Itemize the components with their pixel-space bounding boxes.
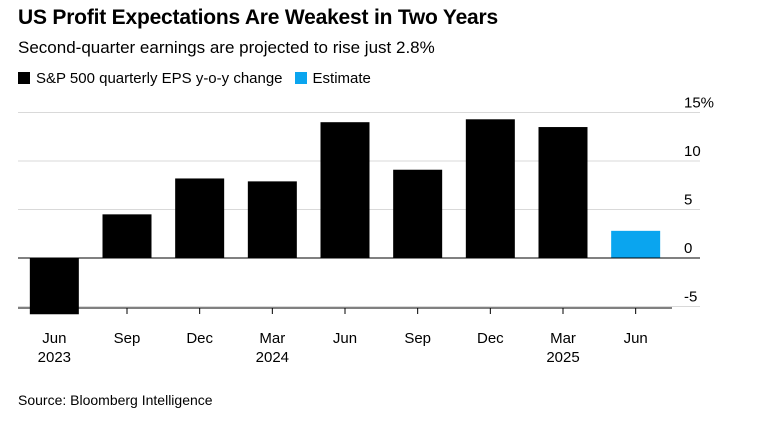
estimate-bar bbox=[611, 230, 661, 258]
y-tick-label: -5 bbox=[684, 289, 697, 306]
x-tick-label: Mar bbox=[259, 330, 285, 347]
bar bbox=[29, 258, 79, 315]
chart-subtitle: Second-quarter earnings are projected to… bbox=[18, 38, 435, 57]
chart-title: US Profit Expectations Are Weakest in Tw… bbox=[18, 6, 498, 29]
legend-item-estimate: Estimate bbox=[294, 69, 371, 87]
x-tick-label: Mar bbox=[550, 330, 576, 347]
x-year-label: 2023 bbox=[38, 349, 71, 366]
bar bbox=[175, 178, 225, 258]
legend-label-eps: S&P 500 quarterly EPS y-o-y change bbox=[36, 69, 283, 87]
bar bbox=[538, 127, 588, 258]
x-tick-label: Jun bbox=[42, 330, 66, 347]
x-tick-label: Sep bbox=[114, 330, 141, 347]
y-tick-label: 5 bbox=[684, 192, 692, 209]
legend-item-eps: S&P 500 quarterly EPS y-o-y change bbox=[18, 70, 283, 87]
bar bbox=[102, 214, 152, 258]
legend: S&P 500 quarterly EPS y-o-y change Estim… bbox=[18, 68, 383, 88]
y-tick-label: 0 bbox=[684, 240, 692, 257]
x-tick-label: Sep bbox=[404, 330, 431, 347]
legend-swatch-eps bbox=[18, 72, 30, 84]
x-year-label: 2025 bbox=[546, 349, 579, 366]
x-year-label: 2024 bbox=[256, 349, 289, 366]
bar bbox=[465, 119, 515, 258]
bar bbox=[393, 169, 443, 258]
x-tick-label: Jun bbox=[624, 330, 648, 347]
y-tick-label: 15% bbox=[684, 95, 714, 112]
legend-label-estimate: Estimate bbox=[312, 69, 371, 87]
x-tick-label: Dec bbox=[186, 330, 213, 347]
legend-swatch-estimate bbox=[294, 72, 307, 84]
bar bbox=[247, 181, 297, 258]
source-note: Source: Bloomberg Intelligence bbox=[18, 392, 213, 408]
bar bbox=[320, 122, 370, 258]
y-tick-label: 10 bbox=[684, 143, 701, 160]
x-tick-label: Dec bbox=[477, 330, 504, 347]
x-tick-label: Jun bbox=[333, 330, 357, 347]
